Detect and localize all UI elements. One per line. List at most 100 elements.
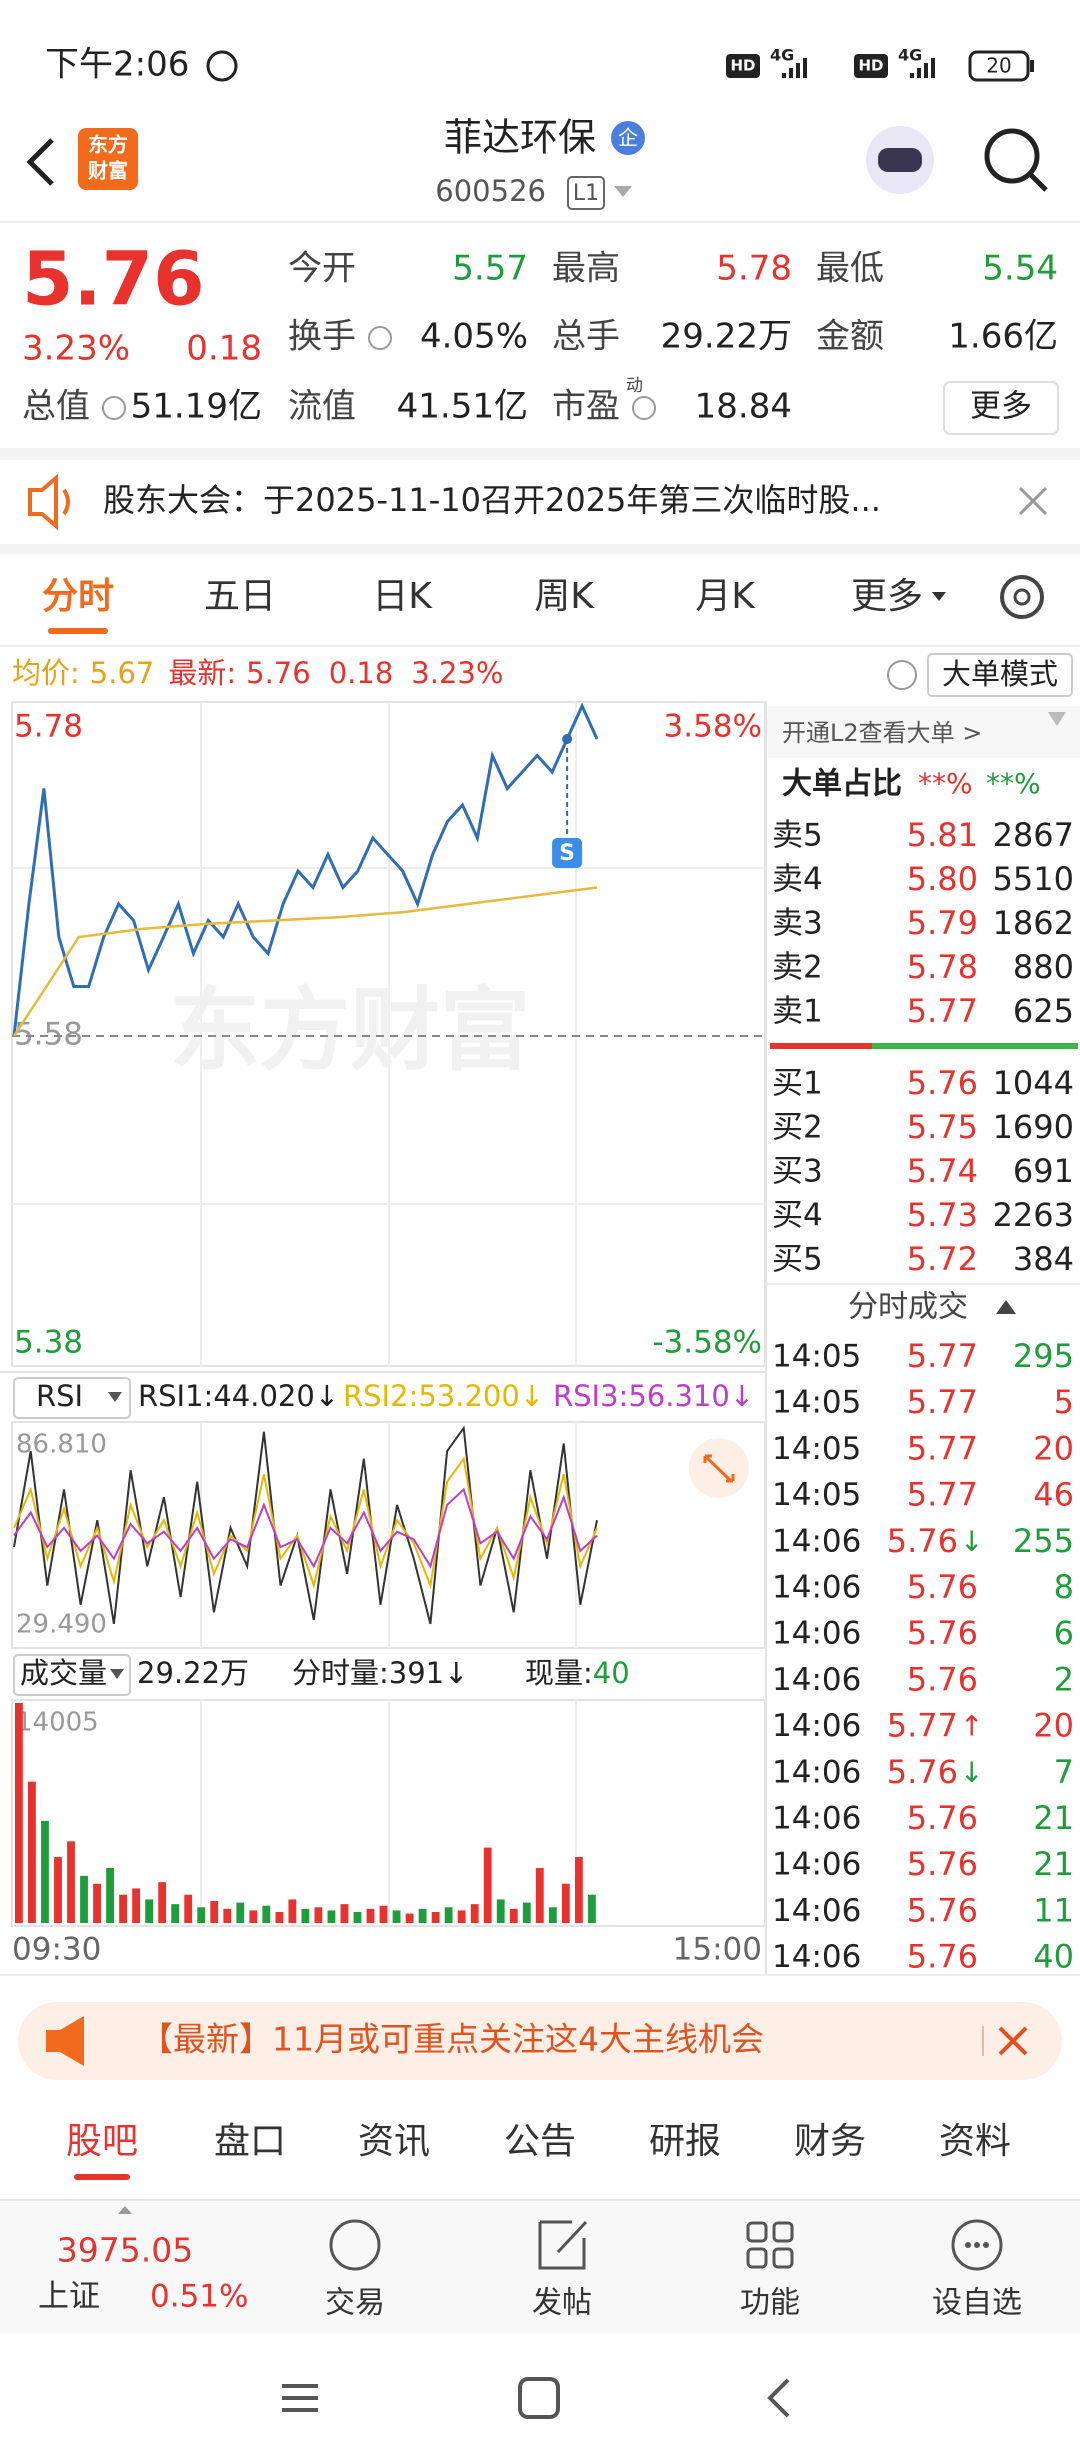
home-icon[interactable] [518, 2377, 560, 2419]
book-label: 买4 [772, 1198, 823, 1234]
signal-bar [803, 58, 807, 78]
trade-time: 14:05 [772, 1477, 861, 1513]
tab[interactable]: 更多 [851, 576, 923, 617]
stat-label: 今开 [288, 249, 356, 289]
stat-value: 41.51亿 [397, 387, 528, 427]
trade-time: 14:06 [772, 1847, 861, 1883]
toolbar-label[interactable]: 设自选 [932, 2286, 1022, 2321]
search-icon[interactable] [984, 128, 1040, 184]
last-price: 5.76 [22, 237, 205, 323]
book-label: 卖4 [772, 862, 823, 898]
mode-label[interactable]: 大单模式 [942, 657, 1058, 691]
banner[interactable] [18, 2002, 1062, 2080]
watchlist-icon [951, 2219, 1003, 2271]
bottom-tab[interactable]: 财务 [794, 2121, 866, 2162]
settings-core [1013, 588, 1031, 606]
notice-close[interactable] [1018, 486, 1048, 516]
settings-icon[interactable] [1000, 575, 1044, 619]
speaker-icon [28, 473, 58, 531]
volume-bar [275, 1912, 284, 1923]
bottom-tab[interactable]: 研报 [649, 2121, 721, 2162]
notice-text[interactable]: 股东大会：于2025-11-10召开2025年第三次临时股... [103, 481, 881, 519]
back-icon[interactable] [767, 2378, 790, 2418]
signal-bar [789, 68, 793, 78]
stat-value: 4.05% [420, 317, 528, 357]
y-tick-label: 5.38 [14, 1325, 83, 1361]
volume-bar [171, 1904, 180, 1923]
banner-close[interactable] [998, 2026, 1028, 2056]
stat-label: 总值 [22, 387, 90, 427]
info-avg-label: 均价: [12, 656, 80, 690]
rsi-tick-label: 29.490 [16, 1610, 107, 1640]
volume-bar [288, 1899, 297, 1923]
trade-volume: 7 [1054, 1753, 1074, 1791]
book-volume: 691 [1013, 1152, 1074, 1190]
book-label: 买1 [772, 1066, 823, 1102]
info-icon [368, 326, 392, 350]
info-icon [102, 396, 126, 420]
info-change: 0.18 [329, 656, 394, 690]
trade-price: 5.76 [907, 1845, 978, 1883]
volume-total: 29.22万 [137, 1656, 249, 1690]
volume-bar [483, 1847, 492, 1923]
trade-time: 14:05 [772, 1385, 861, 1421]
bottom-tab[interactable]: 盘口 [214, 2121, 286, 2162]
trade-time: 14:06 [772, 1893, 861, 1929]
book-volume: 2263 [993, 1196, 1074, 1234]
book-label: 买3 [772, 1154, 823, 1190]
trade-price: 5.76 [887, 1522, 958, 1560]
l2-promo[interactable]: 开通L2查看大单 > [782, 719, 982, 747]
book-label: 卖2 [772, 950, 823, 986]
volume-selector-label[interactable]: 成交量 [20, 1656, 107, 1690]
rsi-selector[interactable] [13, 1377, 131, 1419]
mode-button[interactable] [927, 653, 1073, 697]
toolbar-label[interactable]: 交易 [325, 2286, 385, 2321]
bottom-tab[interactable]: 资讯 [358, 2121, 430, 2162]
trade-volume: 20 [1033, 1707, 1074, 1745]
volume-current: 现量:40 [525, 1656, 630, 1690]
bottom-tab[interactable]: 股吧 [66, 2121, 138, 2162]
book-price: 5.76 [907, 1064, 978, 1102]
tab[interactable]: 分时 [42, 576, 114, 617]
toolbar-label[interactable]: 发帖 [532, 2286, 592, 2321]
book-price: 5.74 [907, 1152, 978, 1190]
volume-bar [340, 1904, 349, 1923]
battery-tip [1030, 60, 1034, 72]
rsi-selector-label[interactable]: RSI [36, 1379, 83, 1413]
change-pct: 3.23% [22, 329, 130, 369]
volume-bar [587, 1894, 596, 1923]
tab[interactable]: 周K [534, 576, 595, 617]
status-time: 下午2:06 [45, 45, 189, 85]
y2-tick-label: 3.58% [664, 709, 762, 745]
tab[interactable]: 日K [372, 576, 433, 617]
stat-label: 最高 [552, 249, 620, 289]
volume-bar [561, 1883, 570, 1923]
trade-price: 5.77 [907, 1476, 978, 1514]
bottom-tab[interactable]: 公告 [504, 2121, 576, 2162]
book-price: 5.78 [907, 948, 978, 986]
volume-selector[interactable] [13, 1654, 131, 1696]
back-button[interactable] [26, 138, 54, 186]
tab[interactable]: 五日 [204, 576, 276, 617]
tab[interactable]: 月K [695, 576, 756, 617]
toolbar-label[interactable]: 功能 [740, 2286, 800, 2321]
market-index[interactable]: 3975.05 [57, 2231, 193, 2270]
function-icon [746, 2221, 768, 2243]
more-label[interactable]: 更多 [970, 389, 1032, 425]
volume-bar [132, 1888, 141, 1923]
banner-text[interactable]: 【最新】11月或可重点关注这4大主线机会 [140, 2020, 764, 2059]
stat-label: 换手 [288, 317, 356, 357]
time-label: 15:00 [673, 1932, 762, 1968]
volume-bar [522, 1902, 531, 1923]
more-button[interactable] [943, 381, 1059, 435]
volume-bar [470, 1904, 479, 1923]
volume-bar [418, 1908, 427, 1923]
info-avg: 5.67 [90, 656, 155, 690]
volume-bar [509, 1908, 518, 1923]
stat-label: 最低 [816, 249, 884, 289]
function-icon [772, 2247, 794, 2269]
megaphone-icon [46, 2016, 84, 2066]
speaker-wave [62, 488, 70, 516]
bottom-tab[interactable]: 资料 [939, 2121, 1011, 2162]
signal-label: HD [858, 57, 883, 75]
